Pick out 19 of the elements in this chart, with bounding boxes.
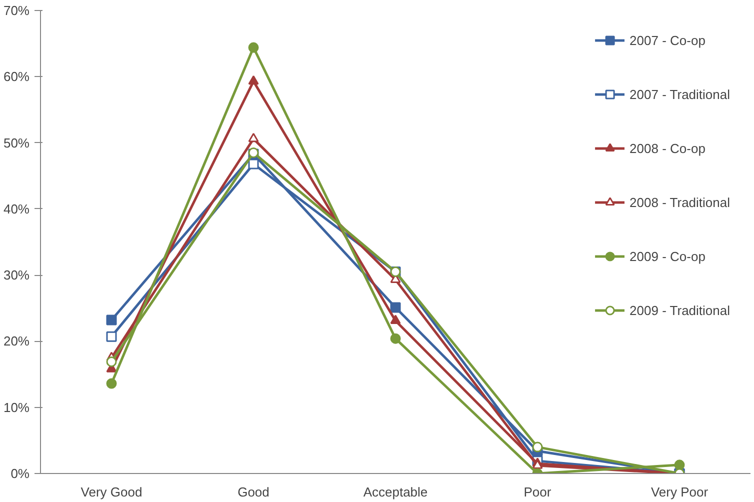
legend-label: 2009 - Traditional — [630, 302, 730, 318]
y-tick-label: 30% — [3, 268, 30, 283]
legend-label: 2007 - Traditional — [630, 86, 730, 102]
legend-label: 2008 - Traditional — [630, 194, 730, 210]
x-tick-label: Good — [238, 484, 270, 500]
x-tick-label: Very Poor — [650, 484, 709, 500]
y-tick-label: 40% — [3, 201, 30, 216]
x-tick-label: Poor — [524, 484, 552, 500]
y-tick-label: 50% — [3, 135, 30, 150]
y-tick-label: 0% — [10, 466, 30, 481]
y-tick-label: 60% — [3, 69, 30, 84]
y-tick-label: 70% — [3, 3, 30, 18]
x-tick-label: Very Good — [80, 484, 142, 500]
y-tick-label: 20% — [3, 334, 30, 349]
legend-label: 2009 - Co-op — [630, 248, 706, 264]
legend-label: 2007 - Co-op — [630, 32, 706, 48]
y-tick-label: 10% — [3, 400, 30, 415]
legend-label: 2008 - Co-op — [630, 140, 706, 156]
x-tick-label: Acceptable — [363, 484, 428, 500]
